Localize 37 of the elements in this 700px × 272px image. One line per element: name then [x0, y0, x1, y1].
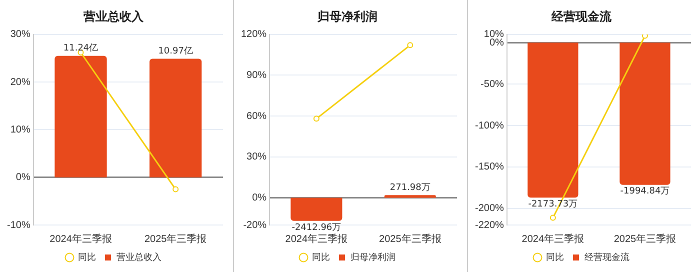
- y-tick-label: -50%: [480, 78, 504, 90]
- y-tick-label: 0%: [16, 172, 30, 184]
- data-label: 10.97亿: [158, 46, 193, 57]
- y-tick-label: -20%: [243, 220, 267, 231]
- x-tick-label: 2024年三季报: [285, 232, 348, 245]
- y-tick-label: 30%: [246, 152, 267, 163]
- y-tick-label: -150%: [475, 162, 504, 173]
- y-tick-label: -10%: [6, 220, 30, 231]
- x-tick-label: 2024年三季报: [522, 232, 584, 245]
- x-tick-label: 2025年三季报: [144, 232, 207, 245]
- data-label: -1994.84万: [620, 186, 670, 197]
- legend-label: 同比: [312, 252, 330, 262]
- y-tick-label: 60%: [246, 110, 267, 122]
- data-label: -2412.96万: [292, 222, 342, 233]
- y-tick-label: 30%: [10, 29, 30, 40]
- legend-label: 归母净利润: [350, 252, 396, 262]
- y-tick-label: 0%: [489, 37, 504, 48]
- y-tick-label: 10%: [10, 124, 30, 136]
- data-label: 11.24亿: [63, 42, 98, 54]
- legend-label: 同比: [78, 252, 96, 262]
- y-tick-label: 90%: [246, 70, 267, 81]
- data-label: 271.98万: [390, 183, 430, 194]
- y-tick-label: -220%: [475, 220, 504, 231]
- chart-title: 营业总收入: [82, 9, 144, 24]
- x-tick-label: 2025年三季报: [614, 232, 676, 245]
- chart-title: 经营现金流: [550, 9, 612, 24]
- legend-label: 同比: [546, 252, 564, 262]
- legend-label: 营业总收入: [116, 252, 162, 262]
- y-tick-label: -100%: [475, 120, 504, 132]
- legend-label: 经营现金流: [584, 252, 630, 262]
- x-tick-label: 2025年三季报: [379, 232, 442, 245]
- y-tick-label: 20%: [10, 76, 30, 88]
- y-tick-label: 120%: [241, 29, 267, 40]
- y-tick-label: -200%: [475, 203, 504, 214]
- chart-title: 归母净利润: [316, 9, 378, 24]
- y-tick-label: 0%: [252, 192, 267, 204]
- x-tick-label: 2024年三季报: [50, 232, 112, 245]
